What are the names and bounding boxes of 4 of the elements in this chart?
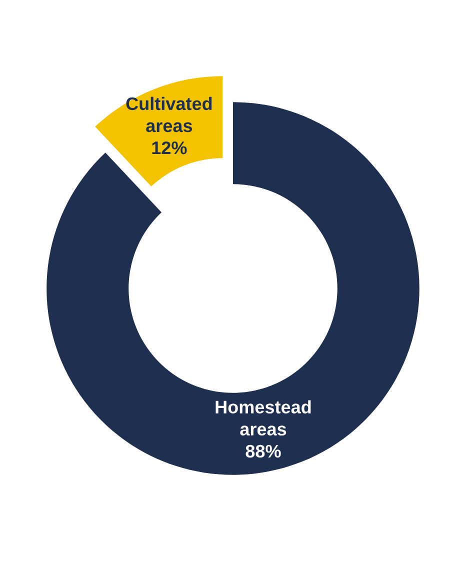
data-label: 88%	[246, 444, 281, 458]
slice-label: Cultivated areas	[126, 96, 212, 132]
data-label: 12%	[152, 141, 187, 154]
slice-label: Homestead areas	[216, 400, 311, 436]
